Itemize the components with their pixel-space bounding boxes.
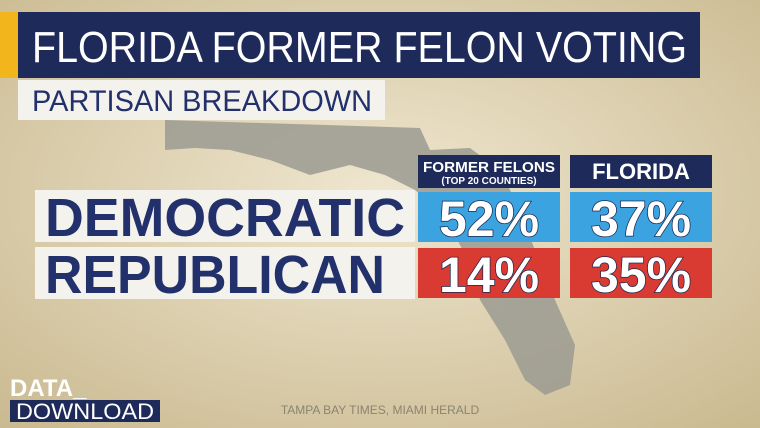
subtitle: PARTISAN BREAKDOWN: [32, 85, 372, 118]
cell: [418, 192, 560, 242]
cell-value: 14%: [439, 247, 539, 303]
cell-value: 35%: [591, 247, 691, 303]
cell-value: 37%: [591, 191, 691, 247]
cell: [570, 248, 712, 298]
row-label: DEMOCRATIC: [45, 188, 405, 248]
title-bar: [18, 12, 700, 78]
row-label-box: [35, 190, 415, 242]
column-header: [570, 155, 712, 188]
source: TAMPA BAY TIMES, MIAMI HERALD: [281, 403, 480, 417]
title: FLORIDA FORMER FELON VOTING: [32, 23, 687, 72]
title-accent: [0, 12, 18, 78]
logo-box: [10, 400, 160, 422]
column-title: FLORIDA: [592, 159, 690, 184]
column-note: (TOP 20 COUNTIES): [441, 176, 536, 187]
row-label: REPUBLICAN: [45, 245, 385, 305]
logo-line: DOWNLOAD: [16, 399, 154, 424]
logo-line: DATA_: [10, 375, 87, 402]
cell: [570, 192, 712, 242]
row-label-box: [35, 247, 415, 299]
column-title: FORMER FELONS: [423, 159, 555, 176]
florida-map: [165, 120, 575, 395]
column-header: [418, 155, 560, 188]
cell-value: 52%: [439, 191, 539, 247]
cell: [418, 248, 560, 298]
subtitle-bar: [18, 80, 385, 120]
